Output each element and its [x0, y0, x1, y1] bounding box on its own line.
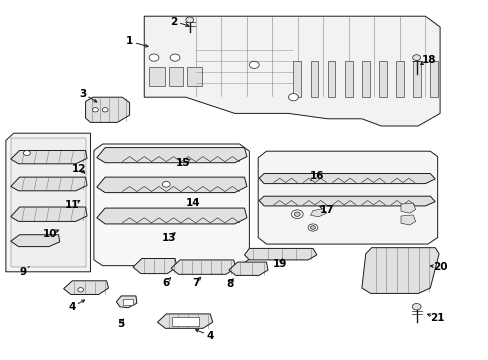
Polygon shape [97, 148, 246, 163]
Polygon shape [133, 258, 177, 274]
Circle shape [92, 108, 98, 112]
Text: 12: 12 [72, 164, 86, 174]
Circle shape [170, 54, 180, 61]
Polygon shape [63, 281, 108, 294]
Circle shape [249, 61, 259, 68]
Bar [149, 67, 164, 86]
Text: 11: 11 [65, 200, 80, 210]
Text: 7: 7 [191, 278, 199, 288]
Text: 4: 4 [68, 302, 76, 312]
Bar [395, 61, 403, 97]
Bar [172, 317, 199, 326]
Polygon shape [244, 248, 316, 260]
Polygon shape [228, 262, 267, 275]
Text: 10: 10 [42, 229, 57, 239]
Polygon shape [171, 260, 235, 274]
Bar [168, 67, 183, 86]
Polygon shape [157, 314, 212, 328]
Polygon shape [310, 209, 326, 217]
Text: 14: 14 [185, 198, 200, 208]
Circle shape [102, 108, 108, 112]
Circle shape [291, 210, 303, 219]
Polygon shape [11, 177, 87, 191]
Text: 5: 5 [118, 319, 124, 329]
Text: 3: 3 [80, 89, 86, 99]
Circle shape [310, 226, 315, 229]
Polygon shape [97, 208, 246, 224]
Circle shape [307, 224, 317, 231]
Polygon shape [85, 97, 129, 122]
Polygon shape [259, 196, 434, 206]
Polygon shape [94, 144, 249, 266]
Circle shape [78, 288, 83, 292]
Text: 9: 9 [20, 267, 27, 277]
Text: 2: 2 [170, 17, 177, 27]
Text: 4: 4 [206, 330, 214, 341]
Bar [327, 61, 335, 97]
Bar [412, 61, 420, 97]
Polygon shape [144, 16, 439, 126]
Polygon shape [6, 133, 90, 272]
Text: 1: 1 [126, 36, 133, 46]
Polygon shape [11, 138, 85, 267]
Polygon shape [400, 215, 415, 225]
Text: 8: 8 [226, 279, 233, 289]
Bar [344, 61, 352, 97]
Text: 17: 17 [319, 204, 333, 215]
Polygon shape [11, 235, 60, 247]
Circle shape [412, 55, 420, 60]
Circle shape [162, 181, 170, 187]
Text: 18: 18 [421, 55, 436, 66]
Circle shape [149, 54, 159, 61]
Bar [378, 61, 386, 97]
Polygon shape [11, 150, 87, 164]
Text: 20: 20 [432, 262, 447, 272]
Polygon shape [11, 207, 87, 221]
Circle shape [23, 150, 30, 156]
Polygon shape [258, 151, 437, 244]
Polygon shape [400, 203, 415, 213]
Circle shape [294, 212, 300, 216]
Text: 15: 15 [176, 158, 190, 168]
Bar [310, 61, 318, 97]
Circle shape [288, 94, 298, 101]
Text: 16: 16 [309, 171, 324, 181]
Text: 6: 6 [163, 278, 169, 288]
Circle shape [411, 303, 420, 310]
Text: 19: 19 [272, 258, 286, 269]
Polygon shape [361, 248, 438, 293]
Circle shape [185, 17, 193, 23]
Polygon shape [97, 177, 246, 193]
Bar [123, 299, 133, 305]
Bar [293, 61, 301, 97]
Bar [187, 67, 202, 86]
Polygon shape [259, 174, 434, 184]
Polygon shape [116, 296, 137, 308]
Text: 21: 21 [429, 312, 444, 323]
Text: 13: 13 [161, 233, 176, 243]
Bar [361, 61, 369, 97]
Bar [429, 61, 437, 97]
